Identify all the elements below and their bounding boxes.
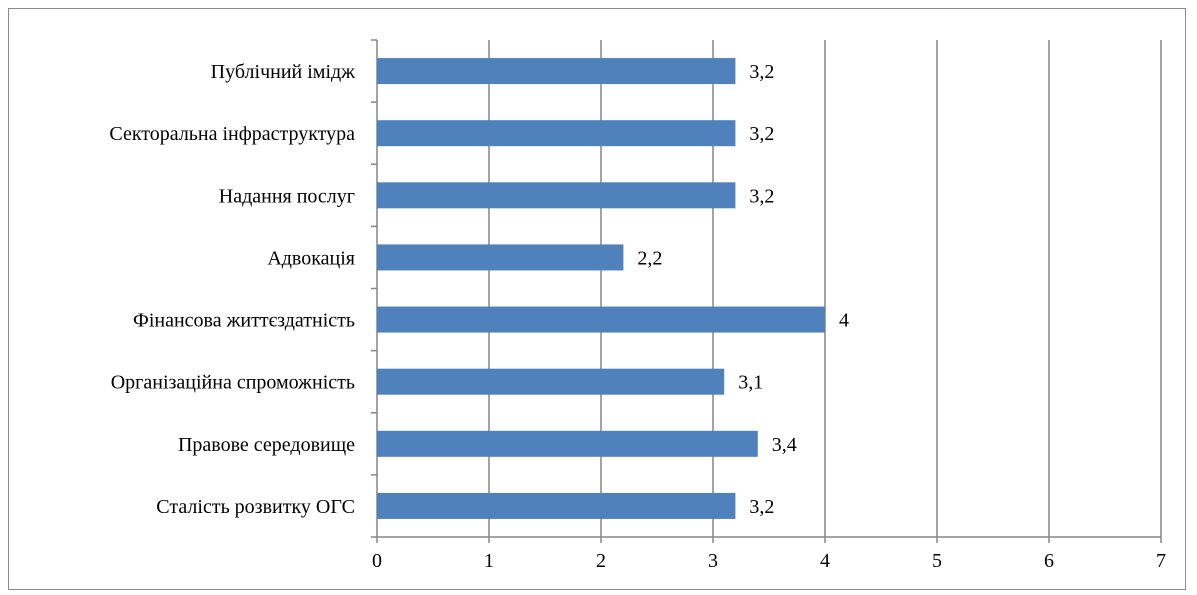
bar xyxy=(377,120,736,147)
x-tick-label: 4 xyxy=(820,550,830,572)
bar xyxy=(377,368,725,395)
data-label: 3,2 xyxy=(749,61,774,83)
category-label: Фінансова життєздатність xyxy=(133,310,355,332)
x-tick-label: 3 xyxy=(708,550,718,572)
bar xyxy=(377,430,758,457)
data-label: 3,4 xyxy=(772,434,797,456)
x-tick-label: 1 xyxy=(484,550,494,572)
data-label: 3,2 xyxy=(749,496,774,518)
data-label: 3,1 xyxy=(738,372,763,394)
category-label: Сталість розвитку ОГС xyxy=(156,496,355,518)
category-label: Правове середовище xyxy=(178,434,355,456)
bar xyxy=(377,182,736,209)
category-label: Надання послуг xyxy=(219,185,355,207)
x-tick-label: 0 xyxy=(372,550,382,572)
data-label: 3,2 xyxy=(749,185,774,207)
x-tick-label: 7 xyxy=(1156,550,1166,572)
category-label: Публічний імідж xyxy=(211,61,356,83)
category-label: Секторальна інфраструктура xyxy=(109,123,355,145)
category-label: Адвокація xyxy=(267,247,355,269)
category-label: Організаційна спроможність xyxy=(111,372,355,394)
data-label: 2,2 xyxy=(637,247,662,269)
bar xyxy=(377,244,624,271)
x-tick-label: 5 xyxy=(932,550,942,572)
bar xyxy=(377,492,736,519)
x-tick-label: 2 xyxy=(596,550,606,572)
x-tick-label: 6 xyxy=(1044,550,1054,572)
bar xyxy=(377,306,825,333)
data-label: 3,2 xyxy=(749,123,774,145)
bar xyxy=(377,58,736,85)
data-label: 4 xyxy=(839,310,849,332)
